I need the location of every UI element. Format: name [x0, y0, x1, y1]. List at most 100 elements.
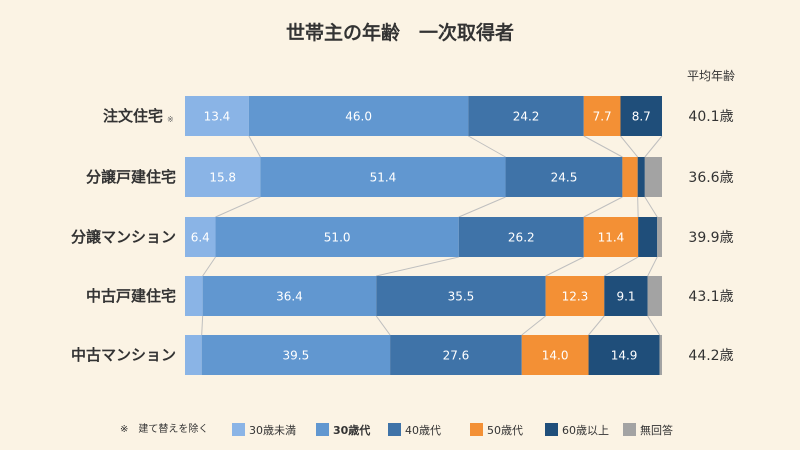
chart-title: 世帯主の年齢 一次取得者: [286, 21, 514, 44]
connector-line: [647, 315, 661, 336]
legend: ※ 建て替えを除く 30歳未満 30歳代 40歳代 50歳代 60歳以上 無回答: [120, 422, 673, 437]
bar-value-label: 39.5: [283, 349, 310, 363]
bar-value-label: 14.0: [542, 349, 569, 363]
bar-value-label: 51.4: [370, 171, 397, 185]
legend-entry: 60歳以上: [562, 424, 609, 437]
connector-line: [545, 256, 584, 277]
bar-value-label: 11.4: [598, 231, 625, 245]
legend-swatch: [623, 423, 636, 436]
bar-segment-2-0: [185, 217, 216, 257]
legend-note: ※ 建て替えを除く: [120, 422, 208, 435]
average-age-value: 44.2歳: [688, 348, 733, 364]
category-label: 分譲戸建住宅: [86, 168, 176, 186]
connector-line: [620, 135, 639, 158]
bar-value-label: 8.7: [632, 110, 651, 124]
category-label: 分譲マンション: [71, 228, 176, 246]
connector-line: [458, 196, 506, 218]
bar-segment-2-4: [638, 217, 658, 257]
connector-line: [644, 196, 658, 218]
bar-segment-2-5: [657, 217, 662, 257]
connector-line: [647, 256, 658, 277]
category-label: 中古マンション: [71, 346, 176, 364]
average-age-value: 40.1歳: [688, 109, 733, 125]
bar-segment-2-2: [458, 217, 584, 257]
legend-swatch: [388, 423, 401, 436]
bar-segment-4-1: [201, 335, 391, 375]
bar-segment-0-2: [468, 96, 584, 136]
bar-segment-4-2: [390, 335, 522, 375]
bar-segment-0-4: [620, 96, 662, 136]
connector-line: [375, 315, 391, 336]
bar-value-label: 26.2: [508, 231, 535, 245]
category-label: 注文住宅: [103, 107, 163, 125]
bar-segment-0-1: [248, 96, 469, 136]
connector-line: [468, 135, 506, 158]
legend-swatch: [470, 423, 483, 436]
bar-value-label: 46.0: [345, 110, 372, 124]
legend-swatch: [316, 423, 329, 436]
bar-segment-3-0: [185, 276, 203, 316]
category-label: 中古戸建住宅: [86, 287, 176, 305]
category-note: ※: [167, 115, 174, 124]
bar-segment-4-0: [185, 335, 202, 375]
bar-segment-1-2: [505, 157, 623, 197]
bar-value-label: 9.1: [616, 290, 635, 304]
connector-line: [583, 196, 623, 218]
legend-entry: 30歳未満: [249, 424, 296, 437]
bar-segment-1-3: [622, 157, 638, 197]
connector-line: [521, 315, 546, 336]
connector-line: [583, 135, 623, 158]
bar-value-label: 24.2: [513, 110, 540, 124]
bar-segment-4-3: [521, 335, 589, 375]
connector-line: [376, 256, 459, 277]
bar-value-label: 27.6: [443, 349, 470, 363]
bar-value-label: 13.4: [204, 110, 231, 124]
connector-line: [644, 135, 663, 158]
bar-segment-3-5: [647, 276, 662, 316]
bar-value-label: 36.4: [276, 290, 303, 304]
connector-line: [588, 315, 605, 336]
connector-line: [604, 256, 639, 277]
bar-segment-1-4: [637, 157, 645, 197]
legend-entry: 50歳代: [487, 424, 523, 437]
connector-line: [201, 315, 204, 336]
bar-segment-2-1: [215, 217, 459, 257]
bar-segment-3-4: [604, 276, 648, 316]
bar-segment-3-3: [545, 276, 605, 316]
connector-line: [248, 135, 261, 158]
connector-line: [215, 196, 261, 218]
bar-segment-1-5: [644, 157, 662, 197]
bar-segment-2-3: [583, 217, 639, 257]
bar-segment-3-2: [376, 276, 546, 316]
bar-segment-4-4: [588, 335, 660, 375]
bar-value-label: 7.7: [593, 110, 612, 124]
bars: 13.4 46.0 24.2 7.7 8.7 15.8 51.4 24.5 6.4 51.0 26.…: [185, 96, 662, 375]
legend-entry: 30歳代: [333, 423, 370, 437]
average-age-header: 平均年齢: [687, 68, 735, 83]
connector-line: [202, 256, 216, 277]
bar-segment-1-1: [260, 157, 506, 197]
bar-value-label: 14.9: [611, 349, 638, 363]
legend-swatch: [232, 423, 245, 436]
bar-segment-1-0: [185, 157, 261, 197]
legend-entry: 40歳代: [405, 424, 441, 437]
average-age-value: 39.9歳: [688, 230, 733, 246]
bar-value-label: 6.4: [191, 231, 210, 245]
legend-swatch: [545, 423, 558, 436]
connector-lines: [201, 135, 663, 336]
bar-segment-0-0: [185, 96, 249, 136]
bar-segment-3-1: [202, 276, 377, 316]
bar-value-label: 24.5: [551, 171, 578, 185]
average-age-value: 36.6歳: [688, 170, 733, 186]
average-values: 40.1歳 36.6歳 39.9歳 43.1歳 44.2歳: [688, 109, 733, 364]
average-age-value: 43.1歳: [688, 289, 733, 305]
bar-value-label: 51.0: [324, 231, 351, 245]
bar-value-label: 12.3: [562, 290, 589, 304]
bar-segment-0-3: [583, 96, 621, 136]
legend-entry: 無回答: [640, 423, 673, 437]
bar-value-label: 15.8: [209, 171, 236, 185]
bar-value-label: 35.5: [448, 290, 475, 304]
bar-segment-4-5: [659, 335, 662, 375]
